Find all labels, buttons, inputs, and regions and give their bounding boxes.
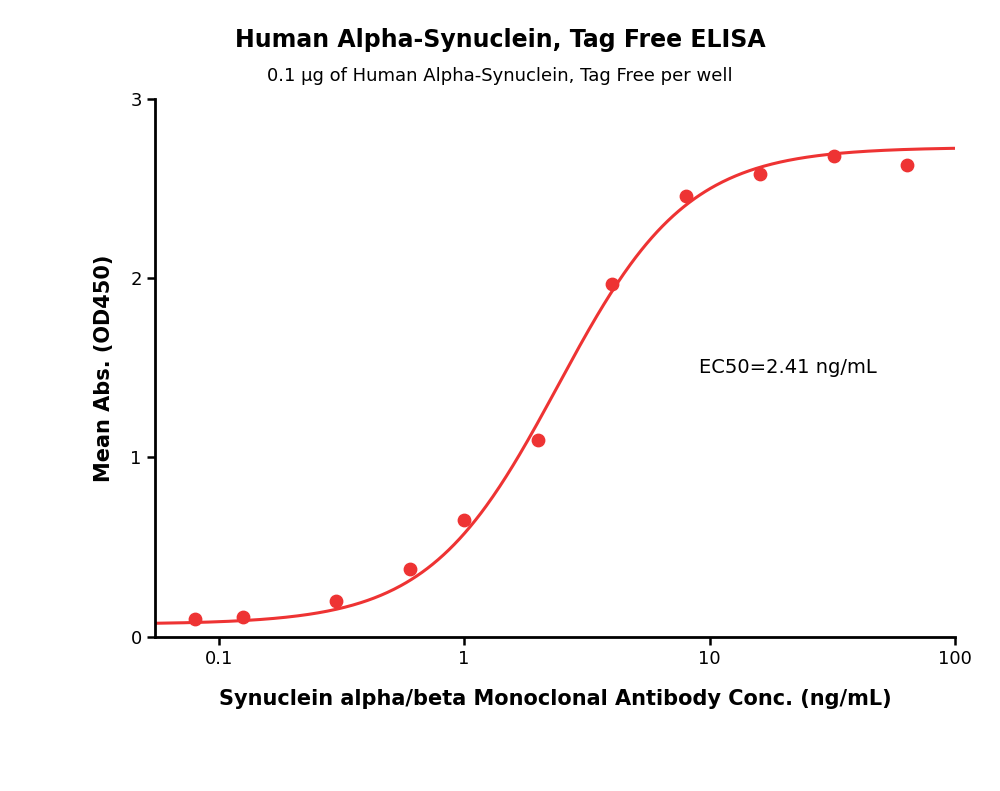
Point: [328, 595, 344, 607]
Text: Human Alpha-Synuclein, Tag Free ELISA: Human Alpha-Synuclein, Tag Free ELISA: [235, 28, 765, 51]
Point: [899, 159, 915, 172]
Point: [752, 168, 768, 180]
Point: [604, 277, 620, 290]
Point: [187, 612, 203, 625]
Point: [402, 562, 418, 575]
Point: [235, 611, 251, 623]
Text: 0.1 μg of Human Alpha-Synuclein, Tag Free per well: 0.1 μg of Human Alpha-Synuclein, Tag Fre…: [267, 67, 733, 85]
Point: [456, 514, 472, 527]
Point: [826, 150, 842, 163]
Y-axis label: Mean Abs. (OD450): Mean Abs. (OD450): [94, 254, 114, 482]
X-axis label: Synuclein alpha/beta Monoclonal Antibody Conc. (ng/mL): Synuclein alpha/beta Monoclonal Antibody…: [219, 689, 891, 709]
Point: [678, 189, 694, 202]
Text: EC50=2.41 ng/mL: EC50=2.41 ng/mL: [699, 358, 877, 377]
Point: [530, 433, 546, 446]
